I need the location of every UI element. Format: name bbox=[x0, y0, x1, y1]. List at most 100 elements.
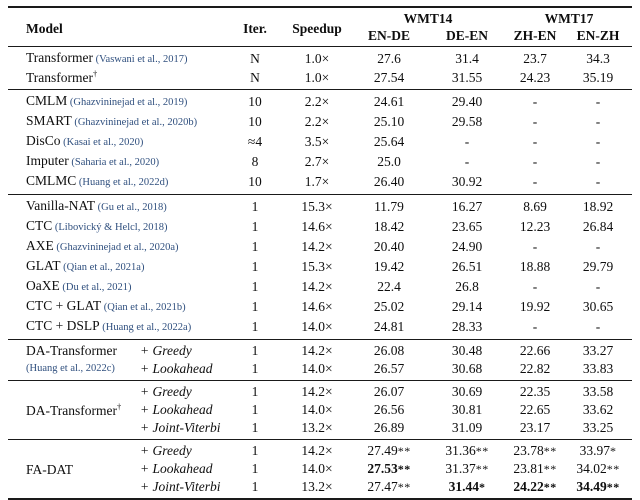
cell-de-en: 30.81 bbox=[451, 402, 483, 417]
cell-iter: 1 bbox=[251, 219, 259, 234]
model-cell: CMLMC (Huang et al., 2022d) bbox=[8, 172, 226, 195]
citation-link[interactable]: (Huang et al., 2022c) bbox=[26, 363, 115, 374]
model-cell: OaXE (Du et al., 2021) bbox=[8, 277, 226, 297]
model-name: DisCo bbox=[26, 133, 61, 148]
cell-en-de: 26.08 bbox=[373, 343, 405, 358]
table-header: Model Iter. Speedup WMT14 WMT17 EN-DE DE… bbox=[8, 7, 632, 47]
cell-zh-en: 23.78** bbox=[513, 443, 557, 458]
model-name: CMLM bbox=[26, 93, 68, 108]
model-name: GLAT bbox=[26, 258, 61, 273]
cell-zh-en: 24.22** bbox=[513, 479, 557, 494]
cell-iter: ≈4 bbox=[247, 134, 263, 149]
citation-link[interactable]: (Qian et al., 2021a) bbox=[60, 262, 145, 273]
cell-iter: 1 bbox=[251, 343, 259, 358]
decoding-strategy-label: + Lookahead bbox=[140, 361, 213, 376]
table-row: GLAT (Qian et al., 2021a) 1 15.3× 19.42 26.5… bbox=[8, 257, 632, 277]
cell-zh-en: 12.23 bbox=[519, 219, 551, 234]
cell-iter: 10 bbox=[248, 114, 262, 129]
citation-link[interactable]: (Ghazvininejad et al., 2020b) bbox=[71, 117, 198, 128]
table-row: CTC + DSLP (Huang et al., 2022a) 1 14.0× 24… bbox=[8, 317, 632, 340]
cell-de-en: 31.09 bbox=[451, 420, 483, 435]
model-cell: DA-Transformer (Huang et al., 2022c) bbox=[8, 340, 140, 381]
cell-en-zh: - bbox=[595, 174, 601, 189]
cell-en-zh: - bbox=[595, 154, 601, 169]
table-section: DA-Transformer† + Greedy 1 14.2× 26.07 30.69 2… bbox=[8, 380, 632, 440]
model-name: CMLMC bbox=[26, 173, 77, 188]
cell-iter: 1 bbox=[251, 402, 259, 417]
cell-en-zh: - bbox=[595, 319, 601, 334]
cell-en-zh: - bbox=[595, 94, 601, 109]
table-row: SMART (Ghazvininejad et al., 2020b) 10 2.2… bbox=[8, 112, 632, 132]
significance-stars: ** bbox=[475, 444, 489, 458]
cell-zh-en: - bbox=[532, 279, 538, 294]
model-cell: Transformer† bbox=[8, 69, 226, 90]
citation-link[interactable]: (Huang et al., 2022a) bbox=[99, 322, 192, 333]
cell-iter: 8 bbox=[251, 154, 259, 169]
cell-speedup: 14.2× bbox=[301, 343, 333, 358]
cell-speedup: 1.0× bbox=[304, 51, 330, 66]
cell-zh-en: - bbox=[532, 154, 538, 169]
decoding-strategy-label: + Lookahead bbox=[140, 461, 213, 476]
model-name: Vanilla-NAT bbox=[26, 198, 95, 213]
citation-link[interactable]: (Saharia et al., 2020) bbox=[68, 157, 160, 168]
significance-stars: ** bbox=[397, 444, 411, 458]
cell-iter: 1 bbox=[251, 384, 259, 399]
citation-link[interactable]: (Ghazvininejad et al., 2020a) bbox=[53, 242, 179, 253]
cell-de-en: 29.40 bbox=[451, 94, 483, 109]
model-name: AXE bbox=[26, 238, 54, 253]
cell-de-en: - bbox=[464, 154, 470, 169]
model-name: Transformer bbox=[26, 50, 93, 65]
model-cell: Imputer (Saharia et al., 2020) bbox=[8, 152, 226, 172]
cell-zh-en: - bbox=[532, 134, 538, 149]
cell-speedup: 2.7× bbox=[304, 154, 330, 169]
model-cell: AXE (Ghazvininejad et al., 2020a) bbox=[8, 237, 226, 257]
table-row: CMLMC (Huang et al., 2022d) 10 1.7× 26.40 30… bbox=[8, 172, 632, 195]
cell-en-zh: 33.97* bbox=[579, 443, 617, 458]
cell-en-zh: 29.79 bbox=[582, 259, 614, 274]
significance-stars: ** bbox=[397, 480, 411, 494]
cell-speedup: 2.2× bbox=[304, 94, 330, 109]
decoding-strategy-label: + Greedy bbox=[140, 384, 192, 399]
cell-en-zh: - bbox=[595, 134, 601, 149]
table-row: CTC + GLAT (Qian et al., 2021b) 1 14.6× 25.… bbox=[8, 297, 632, 317]
citation-link[interactable]: (Ghazvininejad et al., 2019) bbox=[67, 97, 188, 108]
cell-de-en: 28.33 bbox=[451, 319, 483, 334]
model-cell: Vanilla-NAT (Gu et al., 2018) bbox=[8, 195, 226, 218]
cell-de-en: 26.51 bbox=[451, 259, 483, 274]
cell-en-de: 25.0 bbox=[377, 154, 401, 169]
significance-stars: ** bbox=[543, 444, 557, 458]
significance-stars: ** bbox=[606, 480, 620, 494]
citation-link[interactable]: (Du et al., 2021) bbox=[59, 282, 132, 293]
table-row: + Joint-Viterbi 1 13.2× 26.89 31.09 23.17 33.2… bbox=[8, 419, 632, 440]
cell-en-zh: - bbox=[595, 279, 601, 294]
cell-zh-en: 23.81** bbox=[513, 461, 557, 476]
cell-en-zh: 33.27 bbox=[582, 343, 614, 358]
cell-en-de: 20.40 bbox=[373, 239, 405, 254]
citation-link[interactable]: (Kasai et al., 2020) bbox=[60, 137, 144, 148]
table-row: OaXE (Du et al., 2021) 1 14.2× 22.4 26.8 - - bbox=[8, 277, 632, 297]
table-row: Transformer† N 1.0× 27.54 31.55 24.23 35.19 bbox=[8, 69, 632, 90]
model-name: SMART bbox=[26, 113, 72, 128]
cell-en-de: 27.6 bbox=[377, 51, 401, 66]
cell-en-de: 26.40 bbox=[373, 174, 405, 189]
model-cell: DisCo (Kasai et al., 2020) bbox=[8, 132, 226, 152]
model-name-line: FA-DAT bbox=[26, 461, 140, 479]
citation-link[interactable]: (Huang et al., 2022d) bbox=[76, 177, 169, 188]
cell-en-de: 22.4 bbox=[377, 279, 401, 294]
cell-zh-en: 22.66 bbox=[519, 343, 551, 358]
citation-link[interactable]: (Gu et al., 2018) bbox=[94, 202, 167, 213]
citation-link[interactable]: (Qian et al., 2021b) bbox=[101, 302, 186, 313]
model-cell: SMART (Ghazvininejad et al., 2020b) bbox=[8, 112, 226, 132]
cell-iter: 1 bbox=[251, 319, 259, 334]
table-section: CMLM (Ghazvininejad et al., 2019) 10 2.2× 2… bbox=[8, 89, 632, 195]
decoding-strategy-label: + Lookahead bbox=[140, 402, 213, 417]
citation-link[interactable]: (Vaswani et al., 2017) bbox=[93, 54, 188, 65]
model-cell: Transformer (Vaswani et al., 2017) bbox=[8, 47, 226, 70]
cell-speedup: 2.2× bbox=[304, 114, 330, 129]
dagger-mark: † bbox=[117, 401, 122, 412]
model-name: FA-DAT bbox=[26, 462, 73, 477]
table-section: Vanilla-NAT (Gu et al., 2018) 1 15.3× 11.79… bbox=[8, 194, 632, 340]
cell-speedup: 13.2× bbox=[301, 479, 333, 494]
citation-link[interactable]: (Libovický & Helcl, 2018) bbox=[52, 222, 168, 233]
